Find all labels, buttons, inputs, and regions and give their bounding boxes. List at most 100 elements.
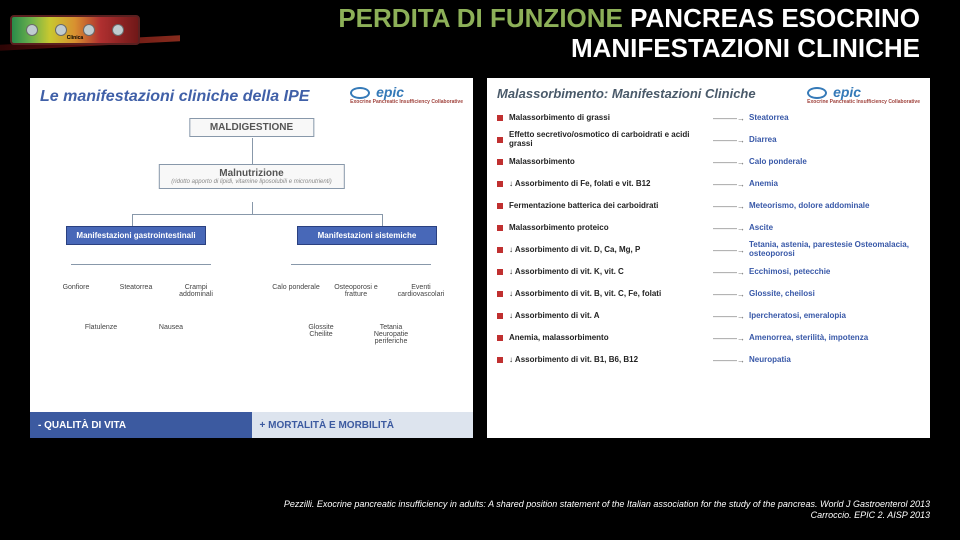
left-panel-ipe-flowchart: Le manifestazioni cliniche della IPE epi… bbox=[30, 78, 473, 438]
connector-line bbox=[252, 202, 253, 214]
arrow-icon: ———→ bbox=[709, 290, 749, 299]
malabsorption-row: ↓ Assorbimento di vit. A———→Ipercheratos… bbox=[493, 305, 924, 327]
flow-box-systemic: Manifestazioni sistemiche bbox=[297, 226, 437, 245]
leaf-calo: Calo ponderale bbox=[271, 284, 321, 291]
badge-dot bbox=[83, 24, 95, 36]
bullet-icon bbox=[497, 269, 503, 275]
arrow-icon: ———→ bbox=[709, 224, 749, 233]
leaf-flatulenze: Flatulenze bbox=[76, 324, 126, 331]
epic-logo: epic Exocrine Pancreatic Insufficiency C… bbox=[350, 84, 463, 105]
badge-label: Clinica bbox=[67, 35, 83, 41]
bullet-icon bbox=[497, 247, 503, 253]
malabsorption-row: ↓ Assorbimento di vit. K, vit. C———→Ecch… bbox=[493, 261, 924, 283]
connector-line bbox=[291, 264, 431, 265]
cause-text: ↓ Assorbimento di Fe, folati e vit. B12 bbox=[509, 180, 709, 189]
malabsorption-row: ↓ Assorbimento di vit. B1, B6, B12———→Ne… bbox=[493, 349, 924, 371]
effect-text: Calo ponderale bbox=[749, 158, 920, 167]
arrow-icon: ———→ bbox=[709, 202, 749, 211]
slide-title: PERDITA DI FUNZIONE PANCREAS ESOCRINO MA… bbox=[338, 4, 920, 64]
effect-text: Diarrea bbox=[749, 136, 920, 145]
arrow-icon: ———→ bbox=[709, 334, 749, 343]
bottom-band-mortality: + MORTALITÀ E MORBILITÀ bbox=[252, 412, 474, 438]
cause-text: ↓ Assorbimento di vit. B1, B6, B12 bbox=[509, 356, 709, 365]
effect-text: Tetania, astenia, parestesie Osteomalaci… bbox=[749, 241, 920, 259]
bottom-band: - QUALITÀ DI VITA + MORTALITÀ E MORBILIT… bbox=[30, 412, 473, 438]
connector-line bbox=[71, 264, 211, 265]
effect-text: Steatorrea bbox=[749, 114, 920, 123]
arrow-icon: ———→ bbox=[709, 136, 749, 145]
connector-line bbox=[252, 138, 253, 164]
arrow-icon: ———→ bbox=[709, 158, 749, 167]
flow-box-malnutrizione: Malnutrizione (ridotto apporto di lipidi… bbox=[158, 164, 344, 189]
citation-line2: Carroccio. EPIC 2. AISP 2013 bbox=[811, 510, 930, 520]
malabsorption-row: Fermentazione batterica dei carboidrati—… bbox=[493, 195, 924, 217]
title-plain-1: PANCREAS ESOCRINO bbox=[623, 3, 920, 33]
bullet-icon bbox=[497, 159, 503, 165]
connector-line bbox=[382, 214, 383, 226]
effect-text: Amenorrea, sterilità, impotenza bbox=[749, 334, 920, 343]
leaf-osteoporosi: Osteoporosi e fratture bbox=[331, 284, 381, 298]
flow-box-maldigestione: MALDIGESTIONE bbox=[189, 118, 314, 137]
bullet-icon bbox=[497, 357, 503, 363]
bullet-icon bbox=[497, 225, 503, 231]
cause-text: ↓ Assorbimento di vit. A bbox=[509, 312, 709, 321]
leaf-nausea: Nausea bbox=[146, 324, 196, 331]
arrow-icon: ———→ bbox=[709, 180, 749, 189]
citation-line1: Pezzilli. Exocrine pancreatic insufficie… bbox=[284, 499, 930, 509]
arrow-icon: ———→ bbox=[709, 268, 749, 277]
leaf-steatorrea: Steatorrea bbox=[111, 284, 161, 291]
epic-logo: epic Exocrine Pancreatic Insufficiency C… bbox=[807, 84, 920, 105]
malabsorption-row: Malassorbimento proteico———→Ascite bbox=[493, 217, 924, 239]
leaf-cardio: Eventi cardiovascolari bbox=[396, 284, 446, 298]
malabsorption-row: Malassorbimento———→Calo ponderale bbox=[493, 151, 924, 173]
badge-dot bbox=[55, 24, 67, 36]
malabsorption-rows: Malassorbimento di grassi———→SteatorreaE… bbox=[493, 107, 924, 371]
cause-text: ↓ Assorbimento di vit. D, Ca, Mg, P bbox=[509, 246, 709, 255]
bottom-band-qol: - QUALITÀ DI VITA bbox=[30, 412, 252, 438]
effect-text: Ecchimosi, petecchie bbox=[749, 268, 920, 277]
malabsorption-row: Anemia, malassorbimento———→Amenorrea, st… bbox=[493, 327, 924, 349]
malabsorption-row: Effetto secretivo/osmotico di carboidrat… bbox=[493, 129, 924, 151]
bullet-icon bbox=[497, 203, 503, 209]
bullet-icon bbox=[497, 313, 503, 319]
flow-box-gi: Manifestazioni gastrointestinali bbox=[66, 226, 206, 245]
cause-text: Malassorbimento proteico bbox=[509, 224, 709, 233]
arrow-icon: ———→ bbox=[709, 246, 749, 255]
right-panel-malassorbimento: Malassorbimento: Manifestazioni Cliniche… bbox=[487, 78, 930, 438]
bullet-icon bbox=[497, 181, 503, 187]
malabsorption-row: Malassorbimento di grassi———→Steatorrea bbox=[493, 107, 924, 129]
malabsorption-row: ↓ Assorbimento di vit. D, Ca, Mg, P———→T… bbox=[493, 239, 924, 261]
cause-text: ↓ Assorbimento di vit. B, vit. C, Fe, fo… bbox=[509, 290, 709, 299]
effect-text: Neuropatia bbox=[749, 356, 920, 365]
badge-dot bbox=[26, 24, 38, 36]
arrow-icon: ———→ bbox=[709, 356, 749, 365]
cause-text: Anemia, malassorbimento bbox=[509, 334, 709, 343]
badge-dot bbox=[112, 24, 124, 36]
bullet-icon bbox=[497, 137, 503, 143]
bullet-icon bbox=[497, 291, 503, 297]
connector-line bbox=[132, 214, 133, 226]
bullet-icon bbox=[497, 115, 503, 121]
effect-text: Ipercheratosi, emeralopia bbox=[749, 312, 920, 321]
effect-text: Anemia bbox=[749, 180, 920, 189]
leaf-crampi: Crampi addominali bbox=[171, 284, 221, 298]
citation: Pezzilli. Exocrine pancreatic insufficie… bbox=[30, 499, 930, 522]
cause-text: Malassorbimento bbox=[509, 158, 709, 167]
cause-text: Malassorbimento di grassi bbox=[509, 114, 709, 123]
leaf-tetania: Tetania Neuropatie periferiche bbox=[366, 324, 416, 345]
connector-line bbox=[132, 214, 382, 215]
leaf-glossite: Glossite Cheilite bbox=[296, 324, 346, 338]
title-line2: MANIFESTAZIONI CLINICHE bbox=[571, 33, 920, 63]
bullet-icon bbox=[497, 335, 503, 341]
effect-text: Ascite bbox=[749, 224, 920, 233]
arrow-icon: ———→ bbox=[709, 114, 749, 123]
malabsorption-row: ↓ Assorbimento di vit. B, vit. C, Fe, fo… bbox=[493, 283, 924, 305]
title-accent: PERDITA DI FUNZIONE bbox=[338, 3, 623, 33]
cause-text: ↓ Assorbimento di vit. K, vit. C bbox=[509, 268, 709, 277]
flowchart: MALDIGESTIONE Malnutrizione (ridotto app… bbox=[36, 114, 467, 414]
cause-text: Effetto secretivo/osmotico di carboidrat… bbox=[509, 131, 709, 149]
content-panels: Le manifestazioni cliniche della IPE epi… bbox=[30, 78, 930, 438]
malabsorption-row: ↓ Assorbimento di Fe, folati e vit. B12—… bbox=[493, 173, 924, 195]
cause-text: Fermentazione batterica dei carboidrati bbox=[509, 202, 709, 211]
stage-badge: Clinica bbox=[10, 15, 140, 45]
